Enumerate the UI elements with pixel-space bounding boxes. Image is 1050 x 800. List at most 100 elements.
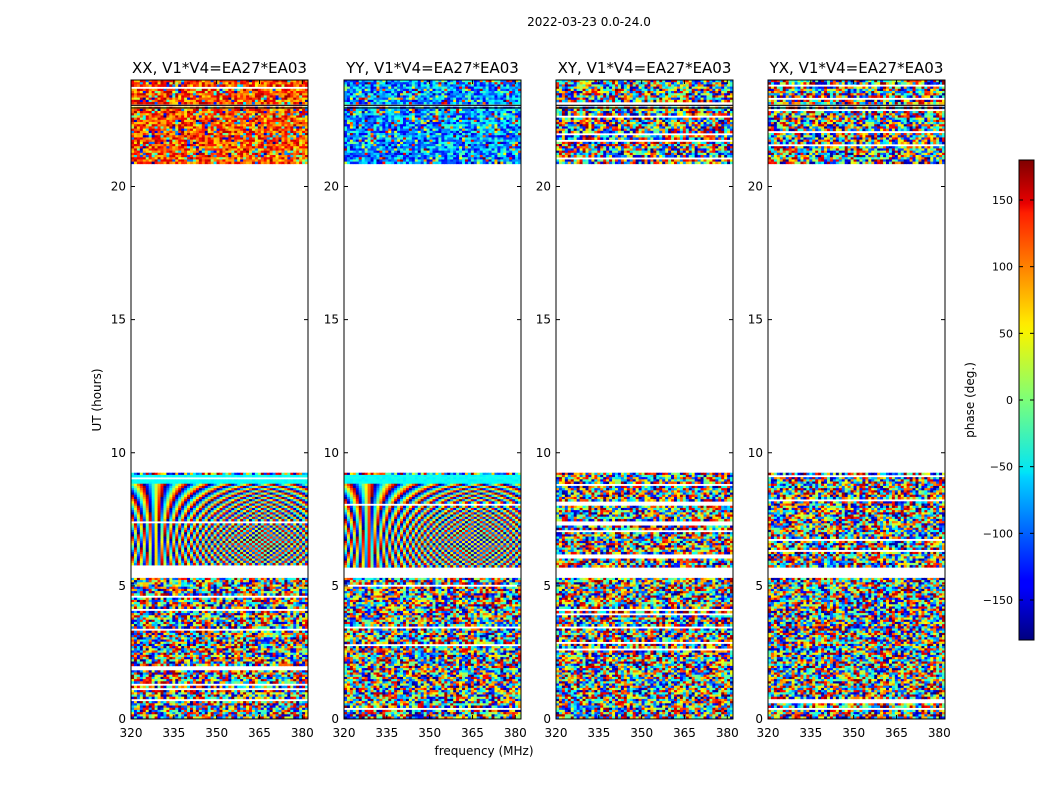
phase-cell bbox=[278, 586, 282, 590]
phase-cell bbox=[275, 705, 279, 708]
phase-cell bbox=[160, 606, 164, 609]
phase-cell bbox=[187, 599, 191, 603]
phase-cell bbox=[178, 707, 182, 711]
phase-cell bbox=[290, 692, 294, 695]
phase-cell bbox=[290, 709, 294, 713]
phase-cell bbox=[243, 635, 247, 638]
phase-cell bbox=[246, 670, 250, 673]
phase-cell bbox=[269, 654, 273, 658]
phase-cell bbox=[198, 635, 203, 638]
phase-cell bbox=[290, 510, 294, 513]
phase-cell bbox=[293, 485, 297, 489]
phase-cell bbox=[175, 714, 179, 717]
phase-cell bbox=[240, 593, 244, 596]
phase-cell bbox=[178, 512, 182, 515]
phase-cell bbox=[195, 483, 200, 487]
phase-cell bbox=[231, 712, 235, 715]
phase-cell bbox=[284, 474, 288, 478]
phase-cell bbox=[231, 624, 235, 627]
phase-cell bbox=[190, 690, 194, 693]
phase-cell bbox=[145, 619, 150, 623]
phase-cell bbox=[249, 714, 253, 717]
phase-cell bbox=[302, 483, 306, 487]
phase-cell bbox=[281, 599, 285, 603]
phase-cell bbox=[275, 654, 279, 658]
phase-cell bbox=[225, 518, 229, 522]
phase-cell bbox=[284, 588, 288, 592]
phase-cell bbox=[216, 580, 220, 583]
phase-cell bbox=[293, 670, 297, 673]
phase-cell bbox=[187, 483, 191, 487]
phase-cell bbox=[184, 712, 188, 715]
phase-cell bbox=[266, 661, 271, 664]
phase-cell bbox=[246, 654, 250, 658]
phase-cell bbox=[181, 617, 185, 620]
phase-cell bbox=[192, 654, 197, 658]
phase-cell bbox=[222, 712, 226, 715]
phase-cell bbox=[275, 659, 279, 662]
phase-cell bbox=[142, 505, 147, 509]
phase-cell bbox=[257, 512, 262, 515]
phase-cell bbox=[249, 657, 253, 660]
phase-cell bbox=[136, 492, 141, 496]
phase-cell bbox=[305, 619, 308, 623]
phase-cell bbox=[139, 584, 144, 587]
phase-cell bbox=[145, 577, 150, 581]
phase-cell bbox=[305, 496, 308, 500]
phase-cell bbox=[190, 591, 194, 594]
phase-cell bbox=[272, 674, 276, 678]
phase-cell bbox=[251, 714, 256, 717]
phase-cell bbox=[184, 703, 188, 706]
phase-cell bbox=[181, 716, 185, 719]
phase-cell bbox=[195, 488, 200, 491]
phase-cell bbox=[249, 580, 253, 583]
phase-cell bbox=[216, 685, 220, 689]
phase-cell bbox=[296, 716, 300, 719]
phase-cell bbox=[190, 681, 194, 684]
phase-cell bbox=[249, 481, 253, 485]
phase-cell bbox=[210, 593, 214, 596]
phase-cell bbox=[281, 472, 285, 476]
phase-cell bbox=[198, 712, 203, 715]
phase-cell bbox=[175, 494, 179, 498]
phase-cell bbox=[240, 626, 244, 629]
phase-cell bbox=[207, 624, 212, 627]
phase-cell bbox=[290, 626, 294, 629]
phase-cell bbox=[269, 690, 273, 693]
phase-cell bbox=[195, 639, 200, 642]
phase-cell bbox=[305, 650, 308, 653]
phase-cell bbox=[287, 641, 291, 645]
phase-cell bbox=[157, 643, 161, 647]
phase-cell bbox=[145, 654, 150, 658]
phase-cell bbox=[169, 626, 173, 629]
phase-cell bbox=[251, 613, 256, 616]
phase-cell bbox=[136, 604, 141, 607]
phase-cell bbox=[234, 674, 238, 678]
phase-cell bbox=[290, 483, 294, 487]
phase-cell bbox=[222, 474, 226, 478]
phase-cell bbox=[237, 610, 241, 614]
phase-cell bbox=[237, 604, 241, 607]
phase-cell bbox=[266, 613, 271, 616]
phase-cell bbox=[213, 685, 217, 689]
phase-cell bbox=[213, 481, 217, 485]
phase-cell bbox=[266, 503, 271, 507]
phase-cell bbox=[234, 663, 238, 667]
phase-cell bbox=[293, 692, 297, 695]
phase-cell bbox=[187, 643, 191, 647]
phase-cell bbox=[160, 488, 164, 491]
phase-cell bbox=[133, 709, 138, 713]
phase-cell bbox=[133, 626, 138, 629]
phase-cell bbox=[163, 593, 167, 596]
phase-cell bbox=[139, 577, 144, 581]
phase-cell bbox=[299, 525, 303, 529]
phase-cell bbox=[142, 474, 147, 478]
phase-cell bbox=[284, 646, 288, 649]
phase-cell bbox=[166, 648, 170, 651]
phase-cell bbox=[213, 523, 217, 526]
phase-cell bbox=[243, 692, 247, 695]
phase-cell bbox=[139, 639, 144, 642]
phase-cell bbox=[160, 599, 164, 603]
phase-cell bbox=[290, 604, 294, 607]
phase-cell bbox=[302, 661, 306, 664]
